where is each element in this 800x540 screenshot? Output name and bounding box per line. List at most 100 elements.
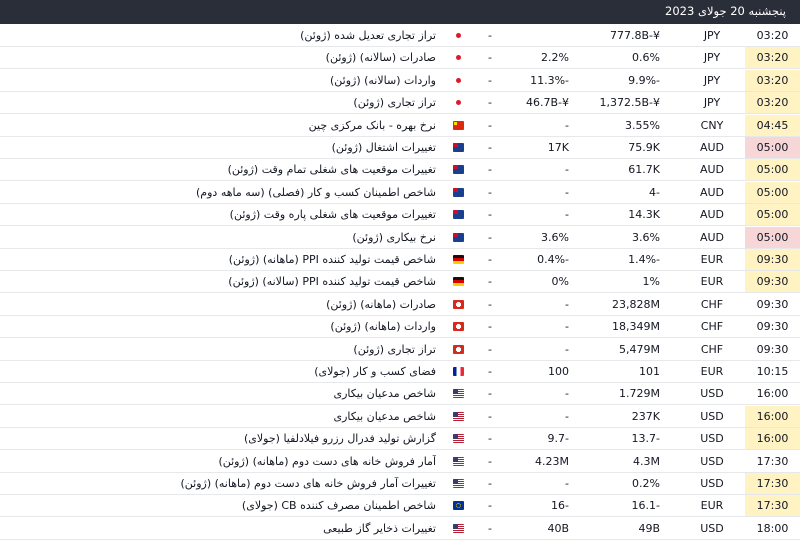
table-row[interactable]: 16:00 USD 13.7- 9.7- - گزارش تولید فدرال رزرو… <box>0 428 800 451</box>
usa-flag-icon <box>453 411 464 421</box>
event-forecast: - <box>565 409 569 423</box>
event-previous: - <box>488 320 492 334</box>
event-name: تغییرات ذخایر گاز طبیعی <box>323 521 436 535</box>
event-time: 05:00 <box>745 159 800 181</box>
event-currency: EUR <box>700 499 724 513</box>
table-row[interactable]: 17:30 USD 0.2% - - تغییرات آمار فروش خانه های… <box>0 473 800 495</box>
event-previous-value <box>430 227 500 248</box>
event-name: تغییرات موقعیت های شغلی تمام وقت (ژوئن) <box>227 163 436 177</box>
usa-flag-icon <box>453 456 464 466</box>
event-previous: - <box>488 275 492 289</box>
event-currency: CNY <box>700 118 724 132</box>
event-previous: - <box>488 141 492 154</box>
event-currency: JPY <box>703 51 721 65</box>
event-actual: 1.729M <box>619 387 660 401</box>
table-row[interactable]: 05:00 AUD 3.6% 3.6% - نرخ بیکاری (ژوئن) <box>0 226 800 249</box>
event-actual: 14.3K <box>628 208 660 222</box>
table-row[interactable]: 03:20 JPY 1,372.5B-¥ 46.7B-¥ - تراز تجاری (ژو… <box>0 92 800 115</box>
event-currency: JPY <box>703 96 721 110</box>
event-previous-value <box>430 137 500 158</box>
event-actual: 1.4%- <box>628 253 660 266</box>
event-previous: - <box>488 73 492 87</box>
table-row[interactable]: 18:00 USD 49B 40B - تغییرات ذخایر گاز طبیعی <box>0 518 800 540</box>
event-actual: 75.9K <box>628 141 660 154</box>
event-forecast: - <box>565 320 569 334</box>
australia-flag-icon <box>453 187 464 197</box>
table-row[interactable]: 03:20 JPY 0.6% 2.2% - صادرات (سالانه) (ژوئن) <box>0 47 800 70</box>
table-row[interactable]: 16:00 USD 1.729M - - شاخص مدعیان بیکاری <box>0 383 800 406</box>
table-row[interactable]: 05:00 AUD 4- - - شاخص اطمینان کسب و کار (فصلی… <box>0 181 800 204</box>
table-row[interactable]: 09:30 CHF 18,349M - - واردات (ماهانه) (ژوئن) <box>0 316 800 339</box>
event-name: صادرات (سالانه) (ژوئن) <box>325 51 436 65</box>
event-currency: EUR <box>700 365 724 378</box>
event-previous: - <box>488 253 492 266</box>
event-previous-value <box>430 361 500 382</box>
event-forecast: 2.2% <box>541 51 569 65</box>
event-actual: 777.8B-¥ <box>609 29 660 42</box>
switzerland-flag-icon <box>453 344 464 354</box>
event-currency: AUD <box>699 208 725 222</box>
event-name: واردات (سالانه) (ژوئن) <box>329 73 436 87</box>
event-currency: EUR <box>700 253 724 266</box>
event-previous-value <box>430 92 500 113</box>
event-previous-value <box>430 339 500 360</box>
table-row[interactable]: 16:00 USD 237K - - شاخص مدعیان بیکاری <box>0 405 800 428</box>
event-time: 17:30 <box>745 495 800 517</box>
australia-flag-icon <box>453 165 464 175</box>
event-previous: - <box>488 163 492 177</box>
table-row[interactable]: 17:30 EUR 16.1- 16- - شاخص اطمینان مصرف کننده… <box>0 495 800 518</box>
event-currency: JPY <box>703 29 721 42</box>
table-row[interactable]: 09:30 CHF 5,479M - - تراز تجاری (ژوئن) <box>0 339 800 361</box>
table-row[interactable]: 09:30 EUR 1.4%- 0.4%- - شاخص قیمت تولید کننده… <box>0 249 800 271</box>
event-forecast: - <box>565 477 569 490</box>
event-currency: CHF <box>700 320 724 334</box>
event-actual: 1,372.5B-¥ <box>599 96 661 110</box>
event-name: شاخص قیمت تولید کننده PPI (سالانه) (ژوئن… <box>228 275 436 289</box>
event-forecast: - <box>565 163 569 177</box>
event-actual: 3.55% <box>625 118 660 132</box>
event-time: 09:30 <box>756 342 789 356</box>
event-forecast: 100 <box>548 365 569 378</box>
table-row[interactable]: 03:20 JPY 777.8B-¥ - تراز تجاری تعدیل شده (ژ… <box>0 25 800 47</box>
table-row[interactable]: 09:30 CHF 23,828M - - صادرات (ماهانه) (ژوئن) <box>0 294 800 316</box>
switzerland-flag-icon <box>453 299 464 309</box>
table-row[interactable]: 05:00 AUD 14.3K - - تغییرات موقعیت های شغلی پ… <box>0 204 800 227</box>
event-time: 03:20 <box>745 69 800 91</box>
event-previous: - <box>488 230 492 244</box>
event-previous: - <box>488 432 492 446</box>
table-row[interactable]: 09:30 EUR 1% 0% - شاخص قیمت تولید کننده PPI (… <box>0 271 800 294</box>
event-currency: CHF <box>700 342 724 356</box>
event-actual: 3.6% <box>632 230 660 244</box>
event-previous-value <box>430 406 500 427</box>
table-row[interactable]: 05:00 AUD 75.9K 17K - تغییرات اشتغال (ژوئن) <box>0 137 800 159</box>
event-previous-value <box>430 294 500 315</box>
event-currency: AUD <box>699 163 725 177</box>
event-name: شاخص مدعیان بیکاری <box>333 409 436 423</box>
table-row[interactable]: 05:00 AUD 61.7K - - تغییرات موقعیت های شغلی ت… <box>0 159 800 182</box>
event-name: شاخص قیمت تولید کننده PPI (ماهانه) (ژوئن… <box>228 253 436 266</box>
event-time: 03:20 <box>745 47 800 69</box>
switzerland-flag-icon <box>453 322 464 332</box>
event-previous-value <box>430 249 500 270</box>
event-time: 16:00 <box>756 387 789 401</box>
event-previous: - <box>488 499 492 513</box>
event-name: نرخ بیکاری (ژوئن) <box>352 230 436 244</box>
event-actual: 5,479M <box>619 342 660 356</box>
event-forecast: 9.7- <box>547 432 569 446</box>
event-previous: - <box>488 477 492 490</box>
event-previous: - <box>488 342 492 356</box>
event-previous: - <box>488 387 492 401</box>
usa-flag-icon <box>453 389 464 399</box>
event-actual: 0.6% <box>632 51 660 65</box>
header-date: پنجشنبه 20 جولای 2023 <box>665 4 786 18</box>
event-time: 04:45 <box>745 114 800 136</box>
japan-flag-icon <box>453 75 464 85</box>
event-actual: 1% <box>642 275 660 289</box>
table-row[interactable]: 03:20 JPY 9.9%- 11.3%- - واردات (سالانه) (ژوئ… <box>0 69 800 92</box>
table-row[interactable]: 04:45 CNY 3.55% - - نرخ بهره - بانک مرکزی چین <box>0 114 800 137</box>
table-row[interactable]: 10:15 EUR 101 100 - فضای کسب و کار (جولای) <box>0 361 800 383</box>
event-actual: 237K <box>631 409 660 423</box>
event-previous-value <box>430 473 500 494</box>
table-row[interactable]: 17:30 USD 4.3M 4.23M - آمار فروش خانه های دست… <box>0 451 800 473</box>
event-name: تراز تجاری تعدیل شده (ژوئن) <box>300 29 436 42</box>
